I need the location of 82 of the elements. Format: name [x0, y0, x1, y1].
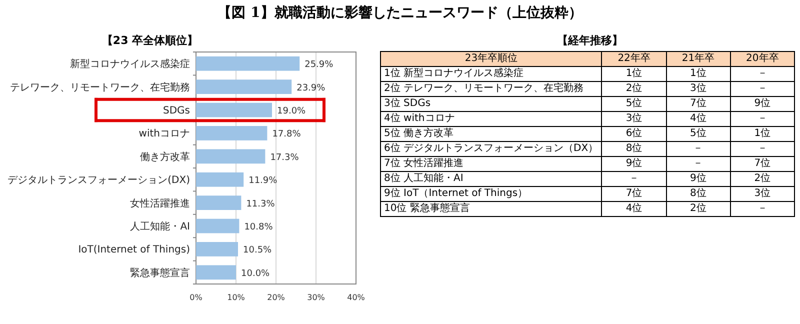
category-label: 22年卒 — [602, 52, 666, 66]
text: 4位 — [690, 113, 706, 124]
x-tick-label: 20% — [267, 293, 286, 302]
text: － — [693, 143, 704, 154]
text: 1位 — [754, 128, 771, 139]
text: 2位 — [626, 83, 642, 94]
data-label: 10.0% — [241, 268, 270, 279]
text: － — [693, 158, 704, 169]
x-tick-label: 30% — [307, 293, 326, 302]
text: － — [757, 83, 768, 94]
category-label: 10位 緊急事態宣言 — [384, 203, 470, 214]
bar — [196, 80, 292, 94]
bar — [196, 172, 244, 187]
text: 3位 — [626, 113, 642, 124]
category-label: 7位 女性活躍推進 — [384, 158, 464, 169]
text: 8位 — [690, 188, 706, 199]
text: 2位 — [754, 173, 771, 184]
category-label: 8位 人工知能・AI — [384, 173, 464, 184]
category-label: 2位 テレワーク、リモートワーク、在宅勤務 — [384, 83, 584, 94]
text: 9位 — [626, 158, 642, 169]
text: 9位 — [754, 98, 771, 109]
bar — [196, 149, 266, 164]
text: 5位 — [690, 128, 706, 139]
category-label: 21年卒 — [666, 52, 730, 66]
data-label: 17.8% — [272, 130, 302, 140]
text: 1位 — [626, 68, 642, 79]
y-tick-label: 緊急事態宣言 — [130, 266, 190, 279]
category-label: 4位 withコロナ — [384, 113, 455, 124]
data-label: 10.8% — [244, 222, 274, 232]
data-label: 23.9% — [296, 83, 326, 94]
bar — [196, 126, 268, 140]
data-label: 25.9% — [304, 60, 334, 70]
text: 2位 — [690, 203, 706, 214]
text: 【経年推移】 — [557, 34, 623, 47]
text: － — [757, 68, 768, 79]
y-tick-label: 人工知能・AI — [130, 220, 190, 232]
bar — [196, 196, 242, 210]
text: 【図 1】就職活動に影響したニュースワード（上位抜粋） — [218, 4, 582, 21]
category-label: 5位 働き方改革 — [384, 128, 454, 139]
data-label: 17.3% — [270, 152, 300, 163]
x-tick-label: 0% — [190, 293, 203, 302]
y-tick-label: IoT(Internet of Things) — [78, 244, 190, 256]
y-tick-label: withコロナ — [138, 128, 190, 140]
bar — [196, 56, 300, 71]
bar — [196, 242, 238, 256]
bar — [196, 265, 236, 280]
text: － — [757, 203, 768, 214]
text: 5位 — [626, 98, 642, 109]
text: 7位 — [690, 98, 706, 109]
x-tick-label: 40% — [347, 293, 366, 302]
category-label: 1位 新型コロナウイルス感染症 — [384, 68, 524, 79]
bar — [196, 218, 240, 234]
text: 1位 — [690, 68, 706, 79]
text: 7位 — [754, 158, 771, 169]
y-tick-label: テレワーク、リモートワーク、在宅勤務 — [10, 81, 190, 94]
text: － — [757, 143, 768, 154]
text: － — [629, 173, 640, 184]
data-label: 10.5% — [243, 246, 272, 256]
y-tick-label: 働き方改革 — [140, 150, 190, 163]
text: 7位 — [626, 188, 642, 199]
y-tick-label: 女性活躍推進 — [130, 197, 190, 210]
text: 3位 — [754, 188, 771, 199]
category-label: 9位 IoT（Internet of Things） — [384, 188, 528, 199]
text: 4位 — [626, 203, 642, 214]
text: 3位 — [690, 83, 706, 94]
category-label: 3位 SDGs — [384, 98, 431, 109]
category-label: 6位 デジタルトランスフォーメーション（DX） — [384, 143, 598, 154]
category-label: 20年卒 — [730, 52, 794, 66]
text: 8位 — [626, 143, 642, 154]
y-tick-label: 新型コロナウイルス感染症 — [70, 58, 190, 70]
text: 9位 — [690, 173, 706, 184]
category-label: 23年卒順位 — [380, 52, 602, 66]
x-tick-label: 10% — [227, 293, 246, 302]
text: 6位 — [626, 128, 642, 139]
data-label: 11.3% — [246, 199, 276, 210]
text: － — [757, 113, 768, 124]
y-tick-label: SDGs — [162, 106, 190, 116]
data-label: 11.9% — [248, 176, 278, 186]
chart-subtitle: 【23 卒全体順位】 — [102, 34, 198, 47]
data-label: 19.0% — [277, 106, 306, 116]
y-tick-label: デジタルトランスフォーメーション(DX) — [8, 175, 190, 186]
bar — [196, 102, 272, 118]
